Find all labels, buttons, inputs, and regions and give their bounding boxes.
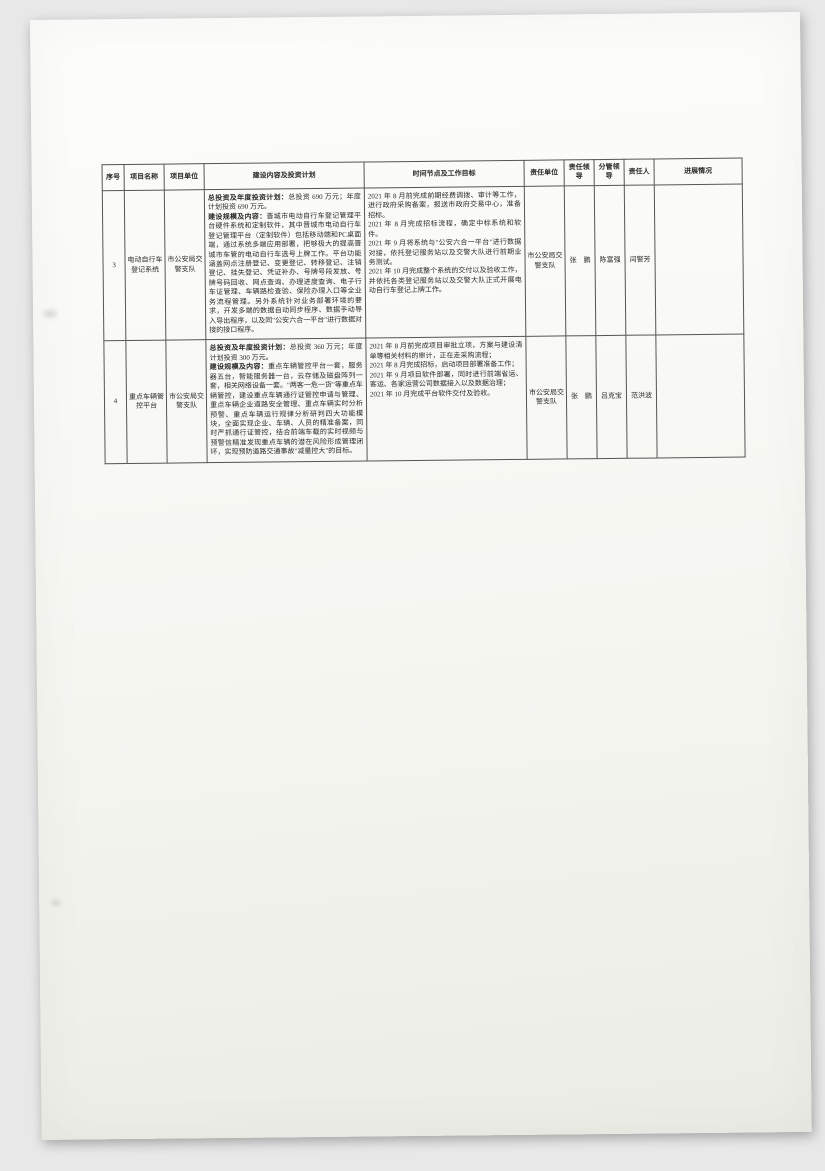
col-resp-leader: 责任领导: [564, 160, 594, 186]
cell-name: 重点车辆管控平台: [126, 341, 167, 464]
plan-text: 晋城市电动自行车登记管理平台硬件系统和定制软件，其中晋城市电动自行车登记管理平台…: [208, 211, 362, 334]
scan-smudge: [43, 310, 57, 318]
col-seq: 序号: [102, 165, 124, 191]
cell-progress: [656, 334, 745, 457]
project-table: 序号 项目名称 项目单位 建设内容及投资计划 时间节点及工作目标 责任单位 责任…: [102, 158, 746, 464]
table-container: 序号 项目名称 项目单位 建设内容及投资计划 时间节点及工作目标 责任单位 责任…: [102, 158, 745, 464]
cell-unit: 市公安局交警支队: [166, 340, 207, 463]
plan-label: 建设规模及内容：: [210, 363, 268, 372]
col-name: 项目名称: [124, 164, 164, 190]
cell-resp-person: 范洪波: [626, 335, 657, 458]
col-progress: 进展情况: [654, 158, 742, 185]
col-plan: 建设内容及投资计划: [204, 162, 364, 190]
plan-label: 总投资及年度投资计划：: [208, 193, 288, 202]
cell-resp-leader: 张 鹏: [564, 185, 596, 336]
plan-label: 建设规模及内容：: [208, 212, 266, 221]
cell-progress: [654, 184, 744, 335]
cell-plan: 总投资及年度投资计划：总投资 360 万元；年度计划投资 300 万元。 建设规…: [206, 338, 367, 462]
cell-name: 电动自行车登记系统: [124, 190, 166, 341]
table-row: 3 电动自行车登记系统 市公安局交警支队 总投资及年度投资计划：总投资 690 …: [102, 184, 744, 341]
col-resp-person: 责任人: [624, 159, 654, 185]
cell-seq: 3: [102, 190, 126, 341]
cell-seq: 4: [104, 341, 127, 463]
plan-label: 总投资及年度投资计划：: [209, 344, 289, 353]
col-unit: 项目单位: [164, 164, 204, 190]
cell-goal: 2021 年 8 月前完成前期经费调拨、审计等工作，进行政府采购备案，报送市政府…: [364, 186, 526, 338]
cell-div-leader: 陈富强: [594, 185, 626, 336]
col-resp-unit: 责任单位: [524, 160, 564, 186]
cell-resp-person: 闫警芳: [624, 185, 656, 336]
cell-plan: 总投资及年度投资计划：总投资 690 万元；年度计划投资 690 万元。 建设规…: [204, 188, 366, 340]
col-goal: 时间节点及工作目标: [364, 160, 524, 188]
table-row: 4 重点车辆管控平台 市公安局交警支队 总投资及年度投资计划：总投资 360 万…: [104, 334, 745, 463]
scan-smudge: [51, 900, 61, 906]
cell-goal: 2021 年 8 月前完成项目审批立项，方案与建设清单等相关材料的审计，正在走采…: [366, 337, 527, 461]
plan-text: 重点车辆管控平台一套，服务器五台，智能服务器一台，云存储及磁盘阵列一套，相关网络…: [210, 362, 364, 457]
cell-resp-leader: 张 鹏: [566, 336, 597, 459]
cell-resp-unit: 市公安局交警支队: [524, 186, 566, 337]
cell-unit: 市公安局交警支队: [164, 190, 206, 341]
col-div-leader: 分管领导: [594, 159, 624, 185]
cell-resp-unit: 市公安局交警支队: [526, 336, 567, 459]
scanned-page: 序号 项目名称 项目单位 建设内容及投资计划 时间节点及工作目标 责任单位 责任…: [30, 12, 812, 1140]
cell-div-leader: 吕克宝: [596, 336, 627, 459]
